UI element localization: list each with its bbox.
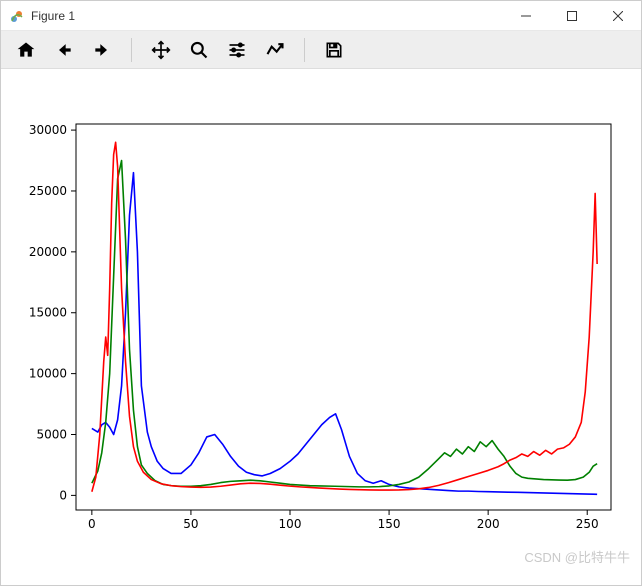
toolbar-separator — [304, 38, 305, 62]
figure-window: Figure 1 — [0, 0, 642, 586]
svg-text:50: 50 — [183, 517, 198, 531]
svg-text:30000: 30000 — [29, 123, 67, 137]
svg-text:5000: 5000 — [36, 428, 67, 442]
home-button[interactable] — [9, 35, 43, 65]
subplots-button[interactable] — [220, 35, 254, 65]
save-button[interactable] — [317, 35, 351, 65]
svg-text:0: 0 — [59, 488, 67, 502]
svg-text:100: 100 — [279, 517, 302, 531]
svg-text:10000: 10000 — [29, 367, 67, 381]
minimize-button[interactable] — [503, 1, 549, 31]
svg-text:250: 250 — [576, 517, 599, 531]
titlebar: Figure 1 — [1, 1, 641, 31]
svg-text:0: 0 — [88, 517, 96, 531]
zoom-button[interactable] — [182, 35, 216, 65]
toolbar-separator — [131, 38, 132, 62]
toolbar — [1, 31, 641, 69]
svg-text:20000: 20000 — [29, 245, 67, 259]
window-title: Figure 1 — [31, 9, 75, 23]
back-button[interactable] — [47, 35, 81, 65]
chart: 0 50 100 150 200 250 0 5000 10000 15000 20000 25000… — [1, 69, 641, 585]
svg-text:200: 200 — [477, 517, 500, 531]
forward-button[interactable] — [85, 35, 119, 65]
plot-area[interactable]: 0 50 100 150 200 250 0 5000 10000 15000 20000 25000… — [1, 69, 641, 585]
app-icon — [9, 8, 25, 24]
maximize-button[interactable] — [549, 1, 595, 31]
svg-text:15000: 15000 — [29, 306, 67, 320]
svg-text:25000: 25000 — [29, 184, 67, 198]
pan-button[interactable] — [144, 35, 178, 65]
close-button[interactable] — [595, 1, 641, 31]
svg-text:150: 150 — [378, 517, 401, 531]
edit-button[interactable] — [258, 35, 292, 65]
